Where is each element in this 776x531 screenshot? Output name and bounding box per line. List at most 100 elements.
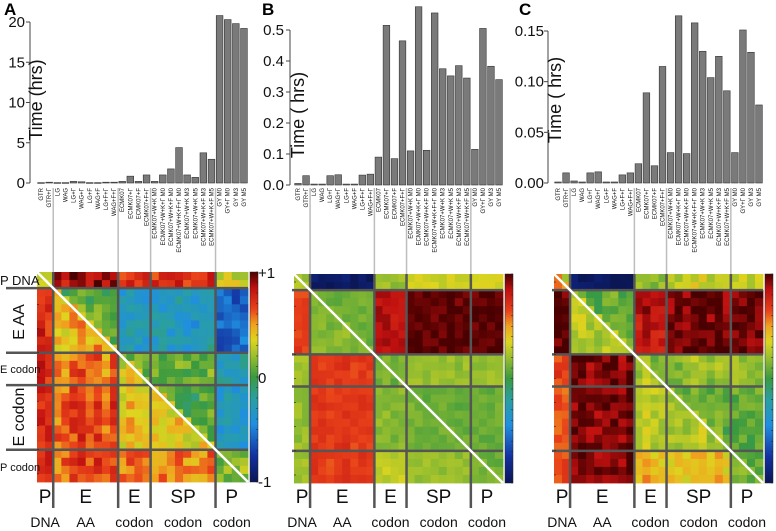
heatmap-cell bbox=[53, 385, 62, 394]
heatmap-cell bbox=[150, 401, 160, 410]
heatmap-cell bbox=[174, 352, 184, 362]
heatmap-cell bbox=[231, 296, 241, 305]
heatmap-cell bbox=[374, 330, 383, 339]
heatmap-cell bbox=[682, 362, 692, 371]
heatmap-cell bbox=[101, 473, 111, 483]
heatmap-cell bbox=[698, 330, 708, 339]
heatmap-cell bbox=[626, 322, 635, 331]
heatmap-cell bbox=[578, 434, 587, 444]
bar bbox=[318, 183, 326, 186]
heatmap-cell bbox=[294, 282, 303, 291]
heatmap-cell bbox=[478, 362, 488, 371]
heatmap-cell bbox=[150, 425, 160, 434]
heatmap-cell bbox=[310, 402, 319, 412]
heatmap-cell bbox=[562, 298, 571, 307]
heatmap-cell bbox=[239, 352, 249, 362]
heatmap-cell bbox=[45, 393, 54, 402]
heatmap-cell bbox=[422, 434, 432, 444]
heatmap-cell bbox=[118, 336, 127, 346]
heatmap-cell bbox=[77, 401, 87, 410]
heatmap-cell bbox=[101, 457, 111, 467]
heatmap-cell bbox=[174, 320, 184, 329]
heatmap-cell bbox=[554, 354, 563, 363]
heatmap-cell bbox=[37, 360, 46, 370]
heatmap-cell bbox=[554, 322, 563, 331]
heatmap-cell bbox=[650, 322, 659, 331]
heatmap-cell bbox=[602, 370, 611, 379]
category-label: GY M5 bbox=[757, 187, 763, 206]
heatmap-cell bbox=[682, 378, 692, 387]
heatmap-cell bbox=[626, 418, 635, 428]
heatmap-cell bbox=[326, 314, 335, 323]
heatmap-cell bbox=[602, 298, 611, 307]
row-label-sp-codon: E codon bbox=[11, 388, 28, 447]
heatmap-cell bbox=[486, 346, 496, 355]
heatmap-cell bbox=[554, 426, 563, 436]
y-tick-label: 0.00 bbox=[515, 175, 544, 192]
heatmap-cell bbox=[77, 344, 87, 354]
heatmap-cell bbox=[730, 426, 740, 436]
heatmap-cell bbox=[207, 344, 216, 354]
heatmap-cell bbox=[494, 314, 504, 323]
heatmap-cell bbox=[658, 290, 667, 299]
heatmap-cell bbox=[69, 377, 78, 386]
heatmap-cell bbox=[586, 386, 595, 395]
heatmap-cell bbox=[610, 306, 619, 315]
heatmap-cell bbox=[358, 386, 367, 395]
heatmap-cell bbox=[294, 442, 303, 452]
heatmap-cell bbox=[334, 370, 343, 379]
heatmap-cell bbox=[478, 426, 488, 436]
heatmap-cell bbox=[602, 354, 611, 363]
heatmap-cell bbox=[199, 393, 208, 402]
heatmap-cell bbox=[698, 410, 708, 420]
heatmap-cell bbox=[334, 466, 343, 476]
heatmap-cell bbox=[698, 274, 708, 283]
heatmap-cell bbox=[690, 450, 700, 460]
heatmap-cell bbox=[239, 393, 249, 402]
heatmap-cell bbox=[239, 336, 249, 346]
heatmap-cell bbox=[118, 449, 127, 459]
heatmap-cell bbox=[674, 314, 684, 323]
heatmap-cell bbox=[231, 304, 241, 313]
heatmap-cell bbox=[486, 474, 496, 484]
heatmap-cell bbox=[207, 457, 216, 467]
heatmap-cell bbox=[166, 473, 176, 483]
heatmap-cell bbox=[374, 434, 383, 444]
heatmap-cell bbox=[126, 417, 135, 426]
heatmap-cell bbox=[191, 417, 200, 426]
heatmap-cell bbox=[722, 450, 732, 460]
category-label: LG+Γ bbox=[72, 187, 78, 203]
bar bbox=[310, 183, 318, 186]
heatmap-cell bbox=[562, 274, 571, 283]
bar bbox=[183, 174, 191, 184]
heatmap-cell bbox=[215, 393, 225, 402]
heatmap-cell bbox=[714, 330, 724, 339]
heatmap-cell bbox=[77, 368, 87, 378]
heatmap-cell bbox=[714, 402, 724, 412]
heatmap-cell bbox=[454, 386, 464, 395]
heatmap-cell bbox=[706, 418, 716, 428]
heatmap-cell bbox=[93, 360, 103, 370]
heatmap-cell bbox=[714, 410, 724, 420]
heatmap-cell bbox=[754, 274, 764, 283]
heatmap-cell bbox=[239, 280, 249, 289]
heatmap-cell bbox=[77, 433, 87, 443]
heatmap-cell bbox=[101, 393, 111, 402]
heatmap-cell bbox=[183, 425, 192, 434]
heatmap-cell bbox=[730, 370, 740, 379]
heatmap-cell bbox=[486, 362, 496, 371]
heatmap-cell bbox=[446, 474, 456, 484]
heatmap-cell bbox=[126, 272, 135, 281]
heatmap-cell bbox=[398, 386, 407, 395]
heatmap-cell bbox=[69, 328, 78, 338]
heatmap-cell bbox=[183, 409, 192, 418]
row-label-p-codon: P codon bbox=[0, 462, 40, 474]
heatmap-cell bbox=[231, 288, 241, 297]
heatmap-cell bbox=[199, 368, 208, 378]
heatmap-cell bbox=[454, 346, 464, 355]
heatmap-cell bbox=[406, 458, 415, 468]
heatmap-cell bbox=[318, 274, 327, 283]
heatmap-cell bbox=[239, 417, 249, 426]
heatmap-cell bbox=[334, 418, 343, 428]
